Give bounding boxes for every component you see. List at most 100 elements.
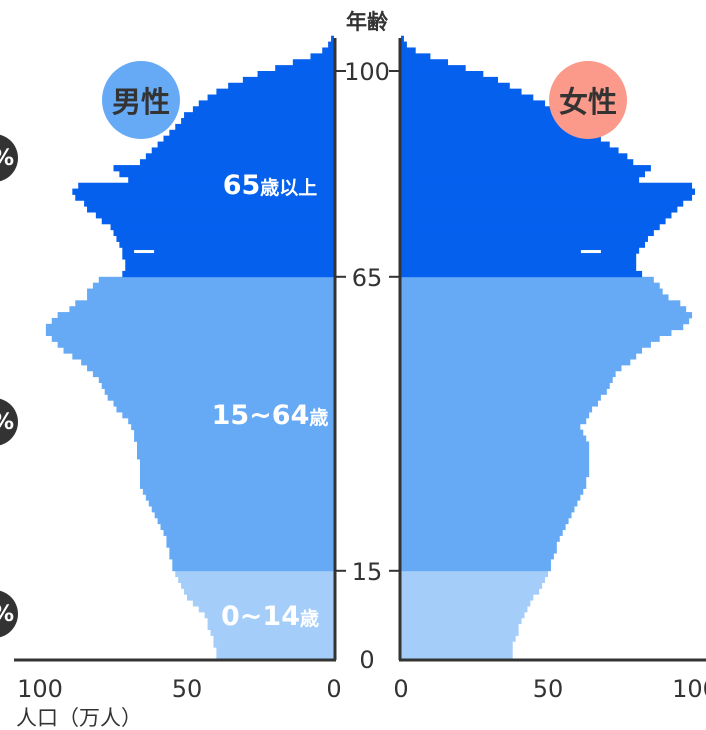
male-bar xyxy=(213,635,334,642)
female-bar xyxy=(401,123,581,131)
female-bar xyxy=(401,253,637,260)
female-bar xyxy=(401,635,516,642)
female-bar xyxy=(401,229,654,237)
female-bar xyxy=(401,200,684,207)
female-bar xyxy=(401,535,560,542)
male-bar xyxy=(151,506,334,513)
female-bar xyxy=(401,206,678,213)
female-bar xyxy=(401,388,607,395)
male-bar xyxy=(328,41,334,48)
female-bar xyxy=(401,270,643,278)
male-bar xyxy=(128,417,334,425)
male-bar xyxy=(292,59,334,66)
male-bar xyxy=(122,253,334,260)
female-bar xyxy=(401,488,584,495)
male-bar xyxy=(125,259,334,266)
female-bar xyxy=(401,94,534,101)
male-bar xyxy=(98,276,334,284)
female-bar xyxy=(401,559,551,566)
female-bar xyxy=(401,76,499,84)
female-bar xyxy=(401,376,613,384)
male-bar xyxy=(81,359,334,366)
male-bar xyxy=(145,153,334,160)
female-bar xyxy=(401,41,407,48)
female-bar xyxy=(401,429,584,436)
age-tick-label: 100 xyxy=(344,58,390,86)
male-bar xyxy=(163,135,334,142)
male-bar xyxy=(122,270,334,278)
female-bar xyxy=(401,494,581,501)
female-bar xyxy=(401,464,590,472)
male-bar xyxy=(166,535,334,542)
male-bar xyxy=(113,400,334,407)
axes xyxy=(14,38,706,662)
female-bar xyxy=(401,353,637,360)
female-bar xyxy=(401,506,575,513)
male-bar xyxy=(216,88,334,95)
female-bar xyxy=(401,59,449,66)
female-bar xyxy=(401,365,622,372)
male-bar xyxy=(166,541,334,548)
age-group-label: 15~64歳 xyxy=(212,400,329,431)
female-bar xyxy=(401,500,578,507)
male-bar xyxy=(87,288,334,295)
female-bar xyxy=(401,306,687,313)
female-bar xyxy=(401,118,572,125)
male-bar xyxy=(169,547,334,554)
male-bar xyxy=(151,147,334,154)
female-bar xyxy=(401,512,572,519)
male-bar xyxy=(134,429,334,436)
female-bar xyxy=(401,141,610,148)
male-bar xyxy=(216,653,334,660)
female-x-tick-label: 0 xyxy=(393,675,408,703)
male-bar xyxy=(198,100,334,107)
male-bar xyxy=(216,647,334,654)
male-bar xyxy=(192,106,334,113)
male-bar xyxy=(184,588,334,595)
male-badge: 男性 xyxy=(102,61,180,139)
male-bar xyxy=(101,382,335,389)
female-bar xyxy=(401,312,693,319)
male-bar xyxy=(163,529,334,536)
female-bar xyxy=(401,470,590,478)
male-bar xyxy=(84,200,334,207)
male-bar xyxy=(139,464,334,472)
male-bar xyxy=(207,94,334,101)
female-bar xyxy=(401,100,546,107)
female-bar xyxy=(401,170,646,178)
male-bar xyxy=(139,482,334,489)
male-bar xyxy=(175,123,334,131)
male-bar xyxy=(213,641,334,648)
age-group-label: 65歳以上 xyxy=(223,170,318,201)
female-bar xyxy=(401,265,637,272)
female-bar xyxy=(401,623,519,630)
female-bar xyxy=(401,294,669,301)
female-bar xyxy=(401,235,648,242)
female-bar xyxy=(401,523,566,531)
male-bar xyxy=(87,365,334,372)
female-bar xyxy=(401,582,543,589)
male-bar xyxy=(181,582,334,589)
male-x-tick-label: 0 xyxy=(326,675,341,703)
male-bar xyxy=(210,629,334,636)
male-bar xyxy=(95,212,334,219)
female-bar xyxy=(401,176,640,184)
male-bar xyxy=(119,241,334,248)
male-bar xyxy=(139,476,334,483)
female-bar xyxy=(401,517,569,525)
female-label: 女性 xyxy=(558,85,617,119)
female-bar xyxy=(401,53,431,60)
age-tick-label: 15 xyxy=(352,558,383,586)
female-bar xyxy=(401,65,466,72)
male-bar xyxy=(113,165,334,172)
male-bar xyxy=(169,129,334,137)
female-bar xyxy=(401,441,590,448)
female-bar xyxy=(401,159,634,166)
female-bar xyxy=(401,247,640,254)
female-bar xyxy=(401,288,663,295)
male-bar xyxy=(104,388,335,395)
female-bar xyxy=(401,370,616,378)
y-axis-label: 年齢 xyxy=(346,10,389,34)
female-bar xyxy=(401,347,643,354)
percent-indicator-text: % xyxy=(0,410,14,435)
